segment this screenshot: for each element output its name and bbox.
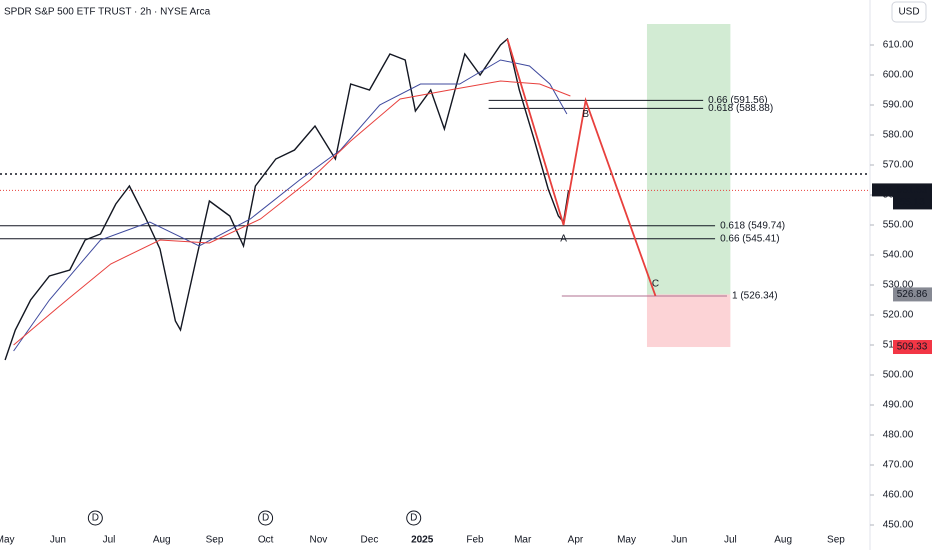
dividend-label: D xyxy=(410,513,417,524)
dividend-marker xyxy=(87,510,103,526)
x-tick-label: 2025 xyxy=(411,535,434,546)
x-tick-label: Jun xyxy=(671,535,687,546)
countdown-label: 55:13 xyxy=(899,197,924,208)
x-tick-label: Nov xyxy=(309,535,327,546)
y-tick-label: 490.00 xyxy=(883,400,914,411)
pattern-label: C xyxy=(652,279,659,290)
y-tick-label: 600.00 xyxy=(883,70,914,81)
fib-label: 0.618 (588.88) xyxy=(708,103,773,114)
entry-label: 526.86 xyxy=(897,289,928,300)
dividend-label: D xyxy=(92,513,99,524)
x-tick-label: May xyxy=(617,535,636,546)
y-tick-label: 530.00 xyxy=(883,280,914,291)
stop-box xyxy=(893,340,932,355)
x-tick-label: Mar xyxy=(514,535,532,546)
last-price-box xyxy=(893,183,932,210)
fib-label: 1 (526.34) xyxy=(732,291,778,302)
target-zone xyxy=(646,24,731,295)
price-line xyxy=(13,59,568,352)
last-price-label: 561.53 xyxy=(897,185,928,196)
pattern-label: B xyxy=(582,109,589,120)
y-tick-label: 540.00 xyxy=(883,250,914,261)
x-tick-label: Jun xyxy=(50,535,66,546)
pattern-label: A xyxy=(560,234,567,245)
y-tick-label: 570.00 xyxy=(883,160,914,171)
stop-zone xyxy=(646,294,731,348)
y-tick-label: 450.00 xyxy=(883,520,914,531)
currency-label[interactable]: USD xyxy=(898,7,919,18)
chart-title: SPDR S&P 500 ETF TRUST · 2h · NYSE Arca xyxy=(4,7,211,18)
fib-label: 0.66 (591.56) xyxy=(708,95,768,106)
y-tick-label: 470.00 xyxy=(883,460,914,471)
stop-label: 509.33 xyxy=(897,342,928,353)
x-tick-label: Oct xyxy=(258,535,274,546)
currency-button[interactable] xyxy=(891,1,927,23)
price-line xyxy=(13,80,571,346)
dividend-marker xyxy=(258,510,274,526)
price-line xyxy=(4,37,570,361)
fib-label: 0.618 (549.74) xyxy=(720,220,785,231)
symbol-label: SPY xyxy=(872,185,892,196)
symbol-box xyxy=(872,183,893,197)
pattern-line xyxy=(506,38,657,297)
x-tick-label: Dec xyxy=(361,535,379,546)
x-tick-label: Aug xyxy=(774,535,792,546)
y-tick-label: 500.00 xyxy=(883,370,914,381)
x-tick-label: Feb xyxy=(466,535,484,546)
x-tick-label: Jul xyxy=(724,535,737,546)
dividend-marker xyxy=(406,510,422,526)
x-tick-label: Jul xyxy=(103,535,116,546)
x-tick-label: Aug xyxy=(153,535,171,546)
fib-label: 0.66 (545.41) xyxy=(720,233,780,244)
x-tick-label: May xyxy=(0,535,15,546)
y-tick-label: 520.00 xyxy=(883,310,914,321)
y-tick-label: 550.00 xyxy=(883,220,914,231)
y-tick-label: 610.00 xyxy=(883,40,914,51)
y-tick-label: 480.00 xyxy=(883,430,914,441)
entry-box xyxy=(893,287,932,302)
y-tick-label: 460.00 xyxy=(883,490,914,501)
x-tick-label: Sep xyxy=(827,535,845,546)
y-tick-label: 590.00 xyxy=(883,100,914,111)
y-tick-label: 580.00 xyxy=(883,130,914,141)
x-tick-label: Apr xyxy=(568,535,584,546)
x-tick-label: Sep xyxy=(206,535,224,546)
dividend-label: D xyxy=(262,513,269,524)
